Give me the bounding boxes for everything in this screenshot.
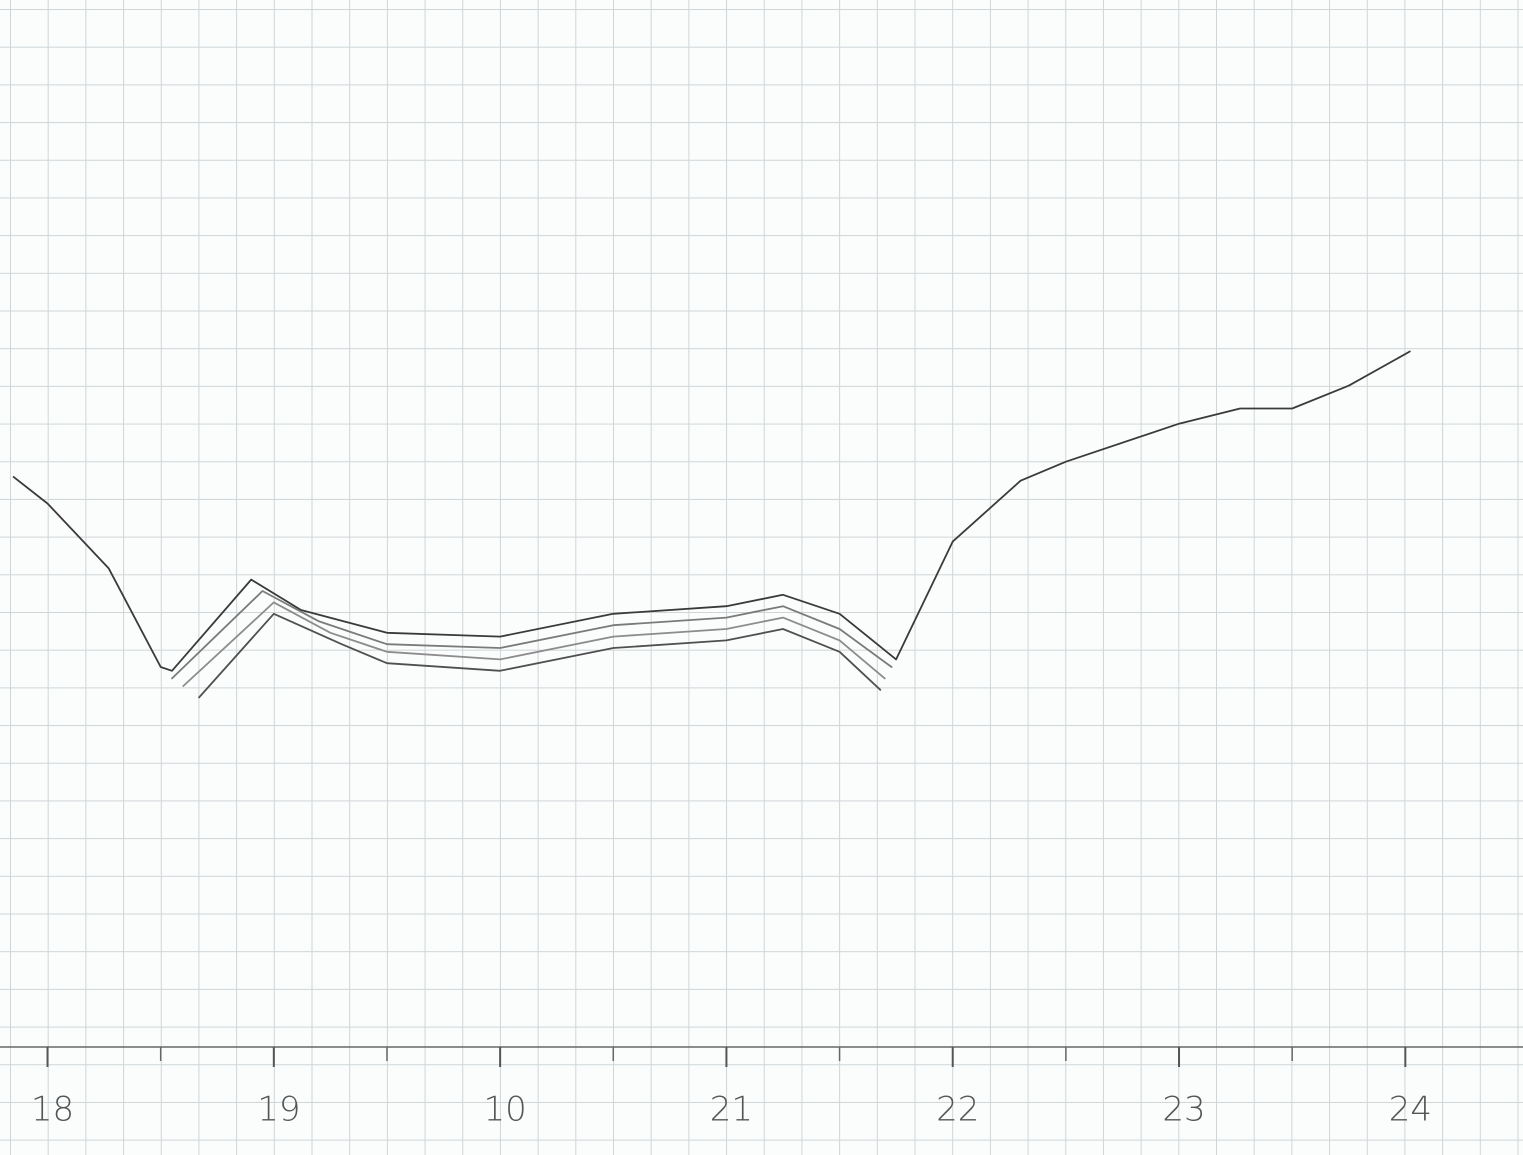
x-tick-label: 24 [1389,1090,1432,1130]
line-series [198,612,882,699]
x-tick-label: 10 [483,1090,526,1130]
x-tick-label: 21 [710,1090,753,1130]
x-tick-label: 22 [936,1090,979,1130]
line-series [171,590,893,680]
line-series [12,350,1411,672]
line-series [182,601,886,687]
x-tick-label: 18 [31,1090,74,1130]
x-tick-label: 23 [1162,1090,1205,1130]
x-tick-label: 19 [257,1090,300,1130]
